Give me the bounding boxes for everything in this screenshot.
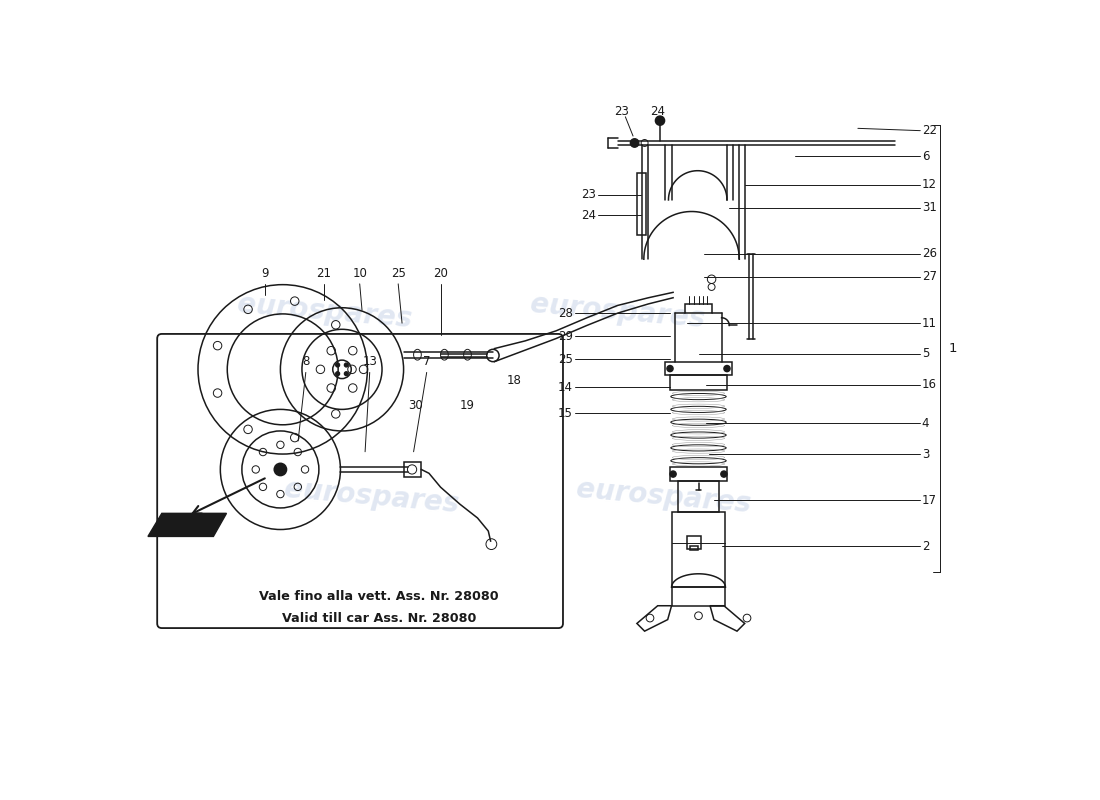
Text: 21: 21	[316, 266, 331, 280]
Text: 23: 23	[581, 188, 596, 201]
Text: 27: 27	[922, 270, 937, 283]
Bar	[690, 546, 697, 550]
Circle shape	[336, 363, 340, 367]
Text: 30: 30	[408, 399, 424, 412]
Text: 6: 6	[922, 150, 930, 162]
Text: 14: 14	[558, 381, 573, 394]
Bar	[637, 173, 646, 234]
Text: 31: 31	[922, 201, 937, 214]
Text: 22: 22	[922, 124, 937, 137]
Text: 9: 9	[261, 266, 268, 280]
Text: 13: 13	[362, 355, 377, 368]
Text: eurospares: eurospares	[529, 290, 706, 333]
Text: 26: 26	[922, 247, 937, 260]
Circle shape	[667, 366, 673, 372]
Text: 2: 2	[922, 540, 930, 553]
Text: 23: 23	[614, 105, 629, 118]
Polygon shape	[147, 514, 227, 537]
Text: 24: 24	[581, 209, 596, 222]
Bar	[686, 537, 701, 549]
Text: 17: 17	[922, 494, 937, 506]
Circle shape	[670, 471, 676, 477]
Bar	[678, 481, 719, 512]
Text: 10: 10	[352, 266, 367, 280]
Circle shape	[344, 372, 349, 376]
Circle shape	[336, 372, 340, 376]
Bar	[671, 587, 726, 606]
Text: 15: 15	[558, 406, 573, 420]
Text: 12: 12	[922, 178, 937, 191]
Text: 5: 5	[922, 347, 930, 361]
Bar	[666, 362, 732, 374]
Text: 7: 7	[422, 355, 430, 368]
Text: 19: 19	[460, 399, 475, 412]
Text: 8: 8	[302, 355, 309, 368]
Text: 25: 25	[390, 266, 406, 280]
Bar	[670, 467, 727, 481]
Text: eurospares: eurospares	[575, 475, 752, 518]
Bar	[671, 512, 726, 587]
Circle shape	[274, 463, 286, 476]
Bar	[670, 374, 727, 390]
Circle shape	[724, 366, 730, 372]
Text: 18: 18	[506, 374, 521, 387]
Text: 20: 20	[433, 266, 448, 280]
Text: eurospares: eurospares	[236, 290, 414, 333]
Text: 16: 16	[922, 378, 937, 391]
Text: eurospares: eurospares	[283, 475, 460, 518]
Text: 29: 29	[558, 330, 573, 342]
Circle shape	[720, 471, 727, 477]
Bar	[685, 304, 713, 313]
Text: 1: 1	[948, 342, 957, 355]
Text: Valid till car Ass. Nr. 28080: Valid till car Ass. Nr. 28080	[282, 611, 476, 625]
Text: 3: 3	[922, 447, 930, 461]
Circle shape	[344, 363, 349, 367]
Circle shape	[630, 138, 639, 147]
Text: 11: 11	[922, 317, 937, 330]
Bar	[404, 462, 420, 477]
Text: 4: 4	[922, 417, 930, 430]
Text: 25: 25	[558, 353, 573, 366]
Text: 28: 28	[558, 306, 573, 320]
Circle shape	[656, 116, 664, 126]
Text: Vale fino alla vett. Ass. Nr. 28080: Vale fino alla vett. Ass. Nr. 28080	[260, 590, 498, 603]
Text: 24: 24	[650, 105, 666, 118]
